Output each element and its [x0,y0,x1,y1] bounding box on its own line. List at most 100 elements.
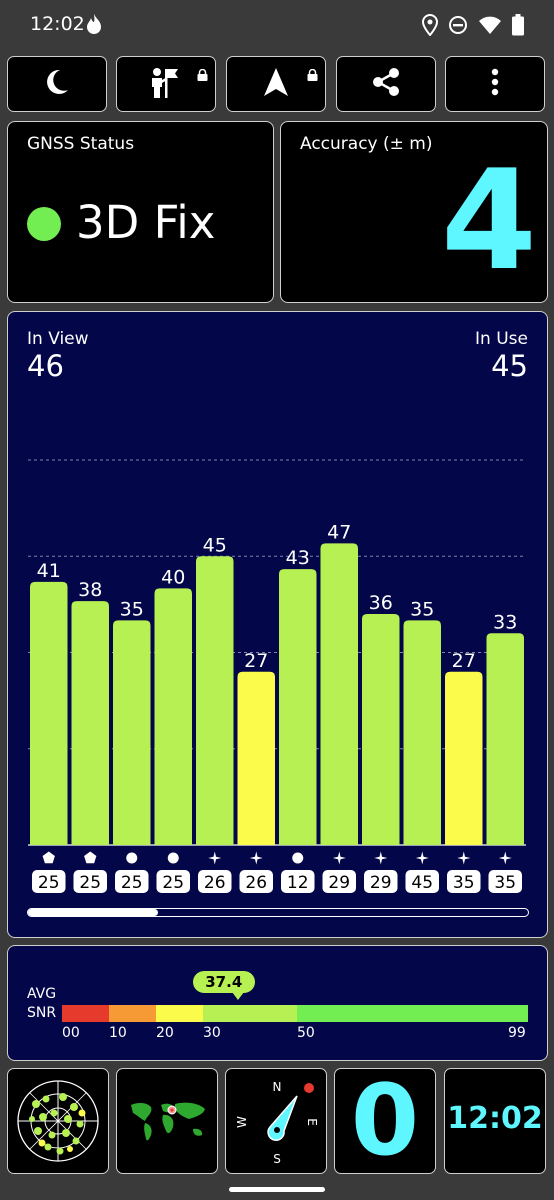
speed-button[interactable]: 0 [334,1068,436,1174]
satellite-signal-panel[interactable]: In View 46 In Use 45 41 25 38 25 35 25 40 25 45 2… [7,311,548,938]
satellite-id-badge [156,870,190,893]
share-button[interactable] [336,56,436,112]
satellite-id: 25 [79,873,101,893]
snr-bar-value: 35 [120,598,144,620]
circle-constellation-icon [292,852,304,864]
avg-snr-label-line1: AVG [27,986,57,1002]
snr-bar-chart: 41 25 38 25 35 25 40 25 45 26 27 26 43 12 47 29 36 29 35 45… [28,459,526,893]
toolbar [7,56,547,114]
sky-plot-icon [8,1080,108,1173]
snr-bar [445,671,483,845]
avg-snr-panel[interactable]: AVG SNR 00 10 20 30 50 99 37.4 [7,945,548,1061]
satellite-id: 25 [121,873,143,893]
sky-plot-button[interactable] [7,1068,109,1174]
snr-bar-value: 40 [161,566,185,588]
snr-scale-tick: 50 [297,1025,315,1041]
in-view-count: 46 [27,349,64,383]
snr-bar-value: 38 [78,579,102,601]
world-map-button[interactable] [116,1068,218,1174]
snr-bar [113,620,151,845]
snr-scale-tick: 10 [109,1025,127,1041]
snr-scale-tick: 00 [62,1025,80,1041]
person-flag-button[interactable] [116,56,216,112]
snr-bar [362,614,400,845]
snr-bar-value: 27 [452,650,476,672]
in-view-label: In View [27,329,89,349]
wifi-icon [478,15,502,39]
circle-constellation-icon [167,852,179,864]
satellite-id-badge [447,870,481,893]
accuracy-title: Accuracy (± m) [300,134,433,154]
navigation-button[interactable] [226,56,326,112]
bar-chart-scrollbar[interactable] [27,908,529,917]
snr-bar [30,581,68,845]
snr-bar [71,601,109,845]
pentagon-constellation-icon [42,851,55,864]
satellite-id-badge [73,870,107,893]
gnss-status-title: GNSS Status [27,134,135,154]
compass-e: E [305,1118,319,1126]
satellite-id: 12 [287,873,309,893]
snr-scale-tick: 99 [508,1025,526,1041]
snr-bar-value: 27 [244,650,268,672]
snr-scale-segment [62,1005,109,1022]
flame-icon [84,13,104,39]
compass-button[interactable]: N E S W [225,1068,327,1174]
clock-value: 12:02 [447,1101,543,1136]
status-time: 12:02 [30,13,85,35]
accuracy-panel[interactable]: Accuracy (± m) 4 [280,121,548,303]
snr-scale-segment [203,1005,297,1022]
snr-bar [196,556,234,845]
avg-snr-value: 37.4 [192,971,255,1000]
star-constellation-icon [208,851,222,865]
compass-w: W [235,1116,249,1128]
compass-icon: N E S W [226,1080,326,1173]
snr-bar [237,671,275,845]
gesture-nav-bar[interactable] [229,1187,325,1192]
speed-value: 0 [350,1068,420,1174]
star-constellation-icon [249,851,263,865]
snr-scale-tick: 20 [156,1025,174,1041]
share-icon [371,67,401,101]
satellite-id: 25 [38,873,60,893]
night-mode-button[interactable] [7,56,107,112]
satellite-id: 35 [494,873,516,893]
battery-icon [512,14,524,40]
in-use-count: 45 [491,349,528,383]
snr-bar [279,569,317,845]
star-constellation-icon [374,851,388,865]
snr-bar-value: 35 [410,598,434,620]
accuracy-value: 4 [440,140,537,301]
satellite-id-badge [32,870,66,893]
lock-icon [197,66,208,85]
satellite-id: 25 [162,873,184,893]
more-options-button[interactable] [445,56,545,112]
avg-snr-label-line2: SNR [27,1005,57,1021]
satellite-id-badge [239,870,273,893]
snr-bar-value: 41 [37,560,61,582]
compass-s: S [273,1152,281,1166]
satellite-id-badge [488,870,522,893]
snr-scale-segment [109,1005,156,1022]
navigation-arrow-icon [263,67,289,101]
circle-constellation-icon [126,852,138,864]
snr-bar-value: 45 [203,534,227,556]
snr-scale-tick: 30 [203,1025,221,1041]
snr-bar-value: 47 [327,521,351,543]
star-constellation-icon [498,851,512,865]
scrollbar-thumb[interactable] [28,909,158,916]
clock-button[interactable]: 12:02 [444,1068,546,1174]
snr-bar [154,588,192,845]
fix-status-indicator [27,207,61,241]
satellite-id-badge [115,870,149,893]
gnss-status-panel[interactable]: GNSS Status 3D Fix [7,121,274,303]
night-mode-icon [44,68,70,100]
satellite-id: 26 [204,873,226,893]
lock-icon [307,66,318,85]
do-not-disturb-icon [448,15,468,39]
satellite-id-badge [405,870,439,893]
snr-scale-segment [156,1005,203,1022]
in-use-label: In Use [475,329,528,349]
snr-bar [403,620,441,845]
world-map-icon [117,1101,217,1173]
